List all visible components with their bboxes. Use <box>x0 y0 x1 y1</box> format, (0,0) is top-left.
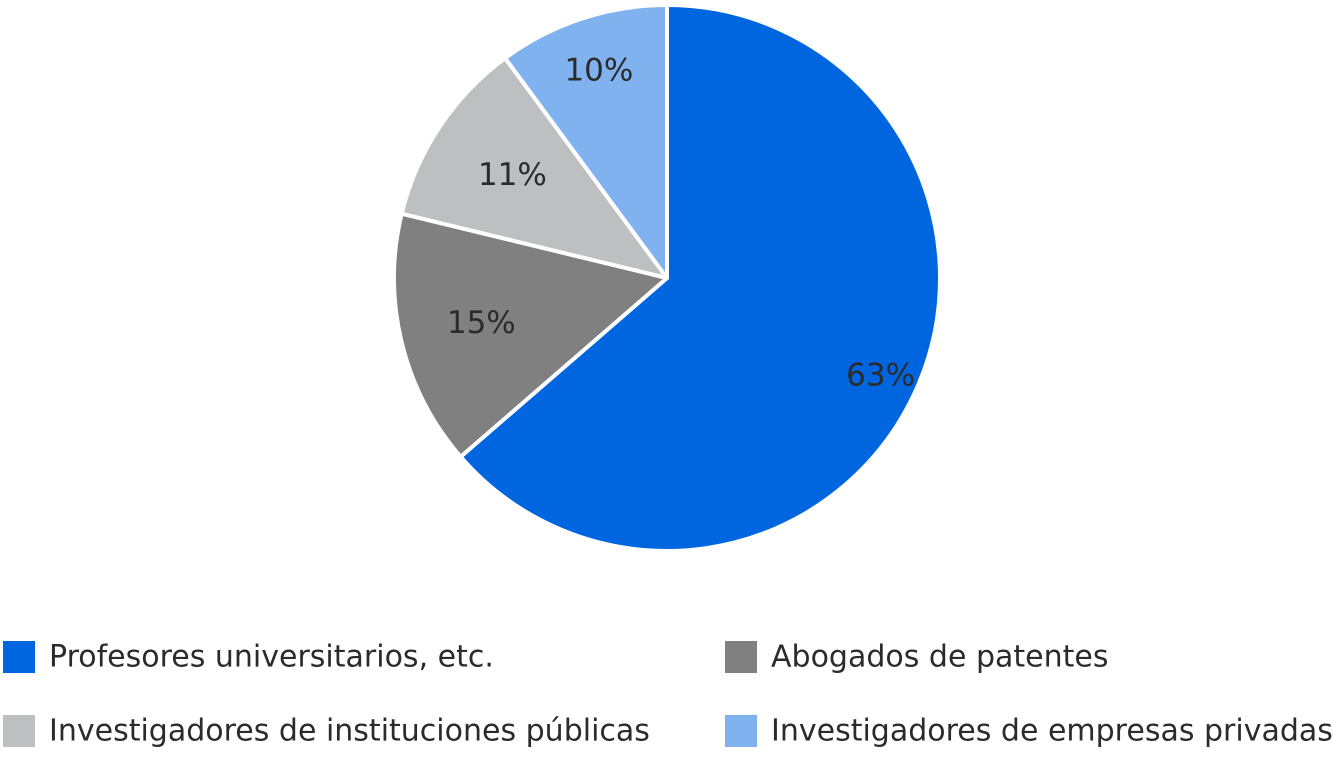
pie-slice-abogados-de-patentes <box>392 211 669 459</box>
slice-value-label-profesores-universitarios-etc: 63% <box>846 358 915 394</box>
legend-swatch-profesores-universitarios-etc <box>3 641 35 673</box>
pie-slice-investigadores-de-instituciones-publicas <box>399 56 669 280</box>
legend-label-profesores-universitarios-etc: Profesores universitarios, etc. <box>49 640 494 675</box>
pie-slice-labels: 63% 15% 11% 10% <box>447 53 915 394</box>
legend-swatch-investigadores-de-instituciones-publicas <box>3 715 35 747</box>
slice-value-label-investigadores-de-empresas-privadas: 10% <box>564 53 633 89</box>
legend-label-abogados-de-patentes: Abogados de patentes <box>771 640 1108 675</box>
pie-slices <box>392 3 942 553</box>
legend-swatch-investigadores-de-empresas-privadas <box>725 715 757 747</box>
legend-label-investigadores-de-instituciones-publicas: Investigadores de instituciones públicas <box>49 714 650 749</box>
legend-item-investigadores-de-empresas-privadas: Investigadores de empresas privadas <box>725 714 1333 749</box>
legend-item-abogados-de-patentes: Abogados de patentes <box>725 640 1108 675</box>
legend-label-investigadores-de-empresas-privadas: Investigadores de empresas privadas <box>771 714 1333 749</box>
chart-legend: Profesores universitarios, etc. Abogados … <box>3 640 1333 749</box>
legend-item-investigadores-de-instituciones-publicas: Investigadores de instituciones públicas <box>3 714 650 749</box>
pie-slice-investigadores-de-empresas-privadas <box>503 3 669 280</box>
slice-value-label-abogados-de-patentes: 15% <box>447 305 516 341</box>
pie-slice-profesores-universitarios-etc <box>458 3 942 553</box>
slice-value-label-investigadores-de-instituciones-publicas: 11% <box>478 157 547 193</box>
legend-item-profesores-universitarios-etc: Profesores universitarios, etc. <box>3 640 494 675</box>
legend-swatch-abogados-de-patentes <box>725 641 757 673</box>
